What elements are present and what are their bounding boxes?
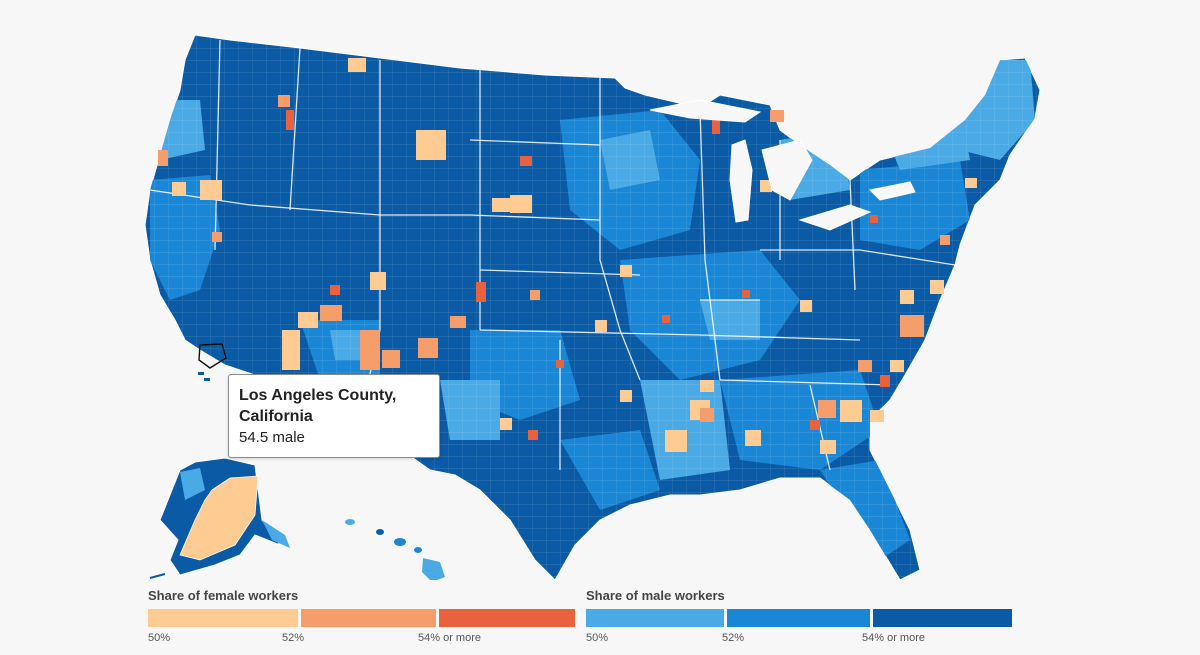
legend-female-title: Share of female workers [148,588,299,603]
alaska-panhandle [262,520,290,548]
great-lakes [649,99,916,231]
hawaii-island-3 [394,538,406,546]
legend-female-ticks: 50% 52% 54% or more [148,632,578,648]
hawaii-island-4 [414,547,422,553]
hawaii-big-island [422,558,445,580]
legend-female-swatch-3 [439,609,575,627]
hawaii-island-2 [376,529,384,535]
legend-male-swatch-3 [873,609,1012,627]
legend-male-tick-3: 54% or more [862,632,925,644]
legend-male-bar [586,609,1016,627]
legend-male-swatch-2 [727,609,870,627]
legend-female-swatch-1 [148,609,298,627]
female-majority-counties [158,58,977,454]
us-county-map [144,34,1041,580]
legend-female-tick-3: 54% or more [418,632,481,644]
legend-male-swatch-1 [586,609,724,627]
channel-islands [198,372,210,381]
legend-male-tick-1: 50% [586,632,609,644]
tooltip-state-name: California [239,408,313,425]
legend-female-bar [148,609,578,627]
alaska-female-region [179,475,259,561]
hawaii-island-1 [345,519,355,525]
tooltip-value: 54.5 male [239,429,305,446]
legend-male: Share of male workers 50% 52% 54% or mor… [586,588,1016,648]
legend-male-tick-2: 52% [722,632,745,644]
legend-female: Share of female workers 50% 52% 54% or m… [148,588,578,648]
alaska [149,457,290,579]
legend-female-tick-2: 52% [282,632,305,644]
aleutian-islands [149,573,166,579]
legend-male-title: Share of male workers [586,588,725,603]
legend-male-ticks: 50% 52% 54% or more [586,632,1016,648]
alaska-light-region [180,468,205,500]
hawaii [345,519,445,580]
tooltip-county-name: Los Angeles County, [239,387,397,404]
legend-female-swatch-2 [301,609,436,627]
legend-female-tick-1: 50% [148,632,171,644]
los-angeles-county-outline[interactable] [198,343,227,369]
county-tooltip: Los Angeles County, California 54.5 male [228,374,440,458]
